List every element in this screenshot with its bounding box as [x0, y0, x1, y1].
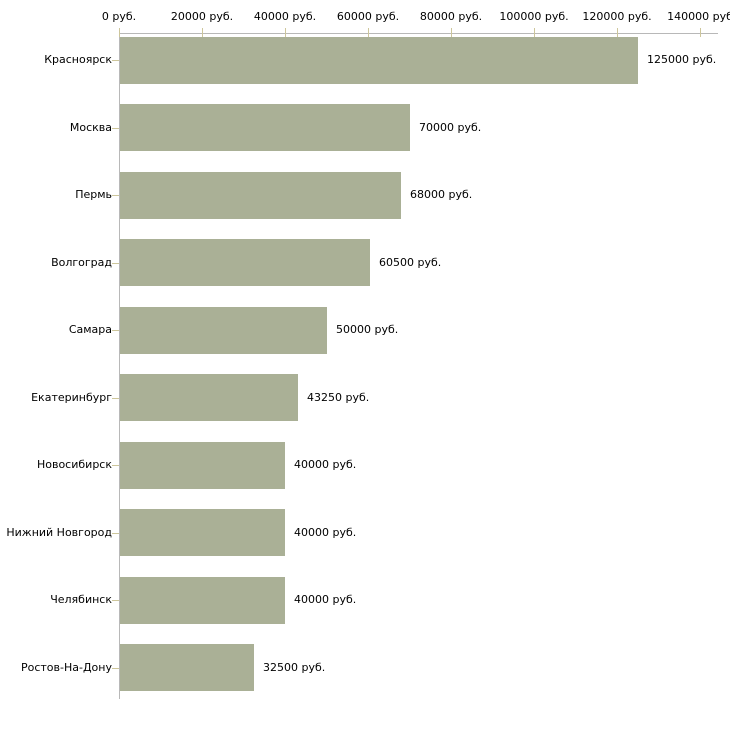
x-axis-tick-label: 20000 руб.	[170, 10, 234, 23]
category-label: Екатеринбург	[31, 391, 112, 404]
x-axis-tick-mark	[617, 28, 618, 37]
bar-value-label: 125000 руб.	[647, 53, 717, 66]
bar-value-label: 60500 руб.	[379, 256, 442, 269]
bar	[120, 172, 401, 219]
category-label: Челябинск	[50, 593, 112, 606]
category-label: Волгоград	[51, 256, 112, 269]
bar	[120, 307, 327, 354]
category-label: Нижний Новгород	[6, 526, 112, 539]
x-axis-tick-label: 100000 руб.	[499, 10, 569, 23]
bar-value-label: 68000 руб.	[410, 188, 473, 201]
bar	[120, 577, 285, 624]
category-tick-mark	[112, 668, 119, 669]
x-axis-tick-label: 40000 руб.	[253, 10, 317, 23]
category-label: Пермь	[75, 188, 112, 201]
category-label: Красноярск	[44, 53, 112, 66]
bar-value-label: 40000 руб.	[294, 458, 357, 471]
bar	[120, 509, 285, 556]
category-tick-mark	[112, 263, 119, 264]
category-tick-mark	[112, 600, 119, 601]
category-label: Самара	[68, 323, 112, 336]
bar-value-label: 70000 руб.	[419, 121, 482, 134]
category-tick-mark	[112, 398, 119, 399]
category-tick-mark	[112, 195, 119, 196]
bar-value-label: 40000 руб.	[294, 593, 357, 606]
x-axis-tick-mark	[285, 28, 286, 37]
bar-value-label: 43250 руб.	[307, 391, 370, 404]
bar	[120, 37, 638, 84]
x-axis-tick-mark	[451, 28, 452, 37]
x-axis-tick-mark	[368, 28, 369, 37]
x-axis-tick-label: 0 руб.	[101, 10, 137, 23]
x-axis-tick-label: 140000 руб	[667, 10, 730, 23]
x-axis-tick-mark	[700, 28, 701, 37]
x-axis-tick-mark	[119, 28, 120, 37]
y-axis-line	[119, 33, 120, 699]
x-axis-tick-mark	[202, 28, 203, 37]
x-axis-tick-label: 120000 руб.	[582, 10, 652, 23]
category-tick-mark	[112, 330, 119, 331]
bar-value-label: 40000 руб.	[294, 526, 357, 539]
category-label: Москва	[69, 121, 112, 134]
bar	[120, 644, 254, 691]
x-axis-line	[119, 33, 718, 34]
x-axis-tick-label: 80000 руб.	[419, 10, 483, 23]
category-tick-mark	[112, 533, 119, 534]
bar	[120, 239, 370, 286]
bar-value-label: 50000 руб.	[336, 323, 399, 336]
category-tick-mark	[112, 465, 119, 466]
category-label: Новосибирск	[36, 458, 112, 471]
category-tick-mark	[112, 60, 119, 61]
category-tick-mark	[112, 128, 119, 129]
x-axis-tick-mark	[534, 28, 535, 37]
bar	[120, 442, 285, 489]
bar	[120, 374, 298, 421]
bar-value-label: 32500 руб.	[263, 661, 326, 674]
bar	[120, 104, 410, 151]
category-label: Ростов-На-Дону	[20, 661, 112, 674]
x-axis-tick-label: 60000 руб.	[336, 10, 400, 23]
